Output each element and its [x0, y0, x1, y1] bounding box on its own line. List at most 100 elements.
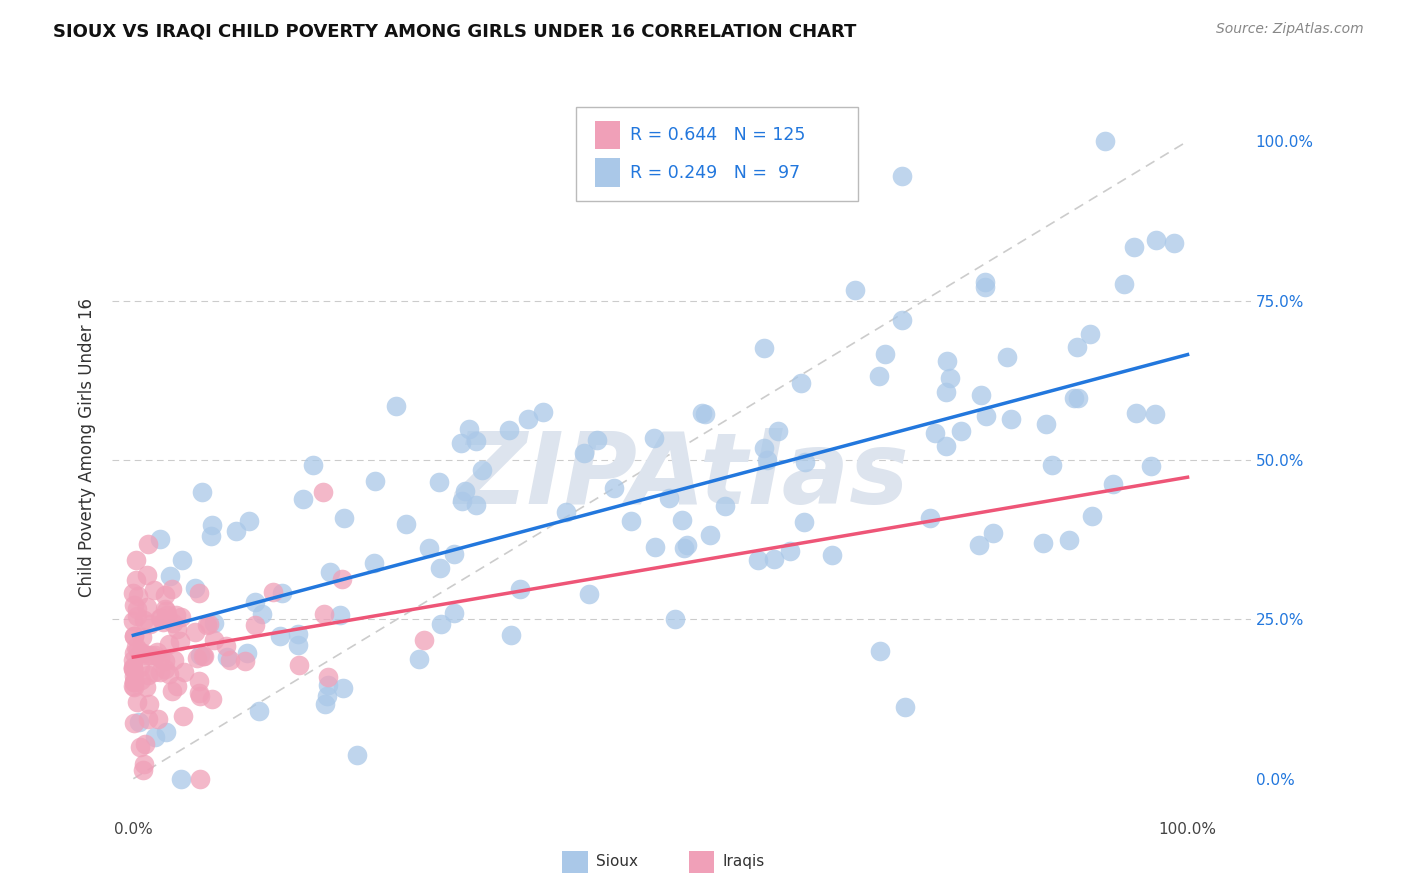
Point [620, 514, 643, 528]
Point [139, 648, 162, 662]
Point [191, 648, 214, 663]
Point [149, 651, 172, 665]
Point [122, 653, 145, 667]
Point [122, 680, 145, 694]
Point [129, 659, 152, 673]
Point [429, 560, 451, 574]
Point [136, 712, 159, 726]
Point [172, 709, 194, 723]
Point [924, 425, 946, 440]
Point [143, 665, 166, 679]
Point [195, 618, 218, 632]
Point [517, 412, 540, 426]
Point [245, 595, 267, 609]
Point [136, 668, 159, 682]
Point [155, 724, 177, 739]
Point [443, 606, 465, 620]
Point [155, 654, 177, 668]
Point [658, 491, 681, 505]
Point [138, 698, 160, 712]
Point [136, 568, 159, 582]
Point [501, 628, 523, 642]
Point [1140, 459, 1163, 474]
Point [162, 615, 184, 630]
Point [454, 484, 477, 499]
Point [869, 644, 891, 658]
Point [131, 630, 153, 644]
Text: R = 0.644   N = 125: R = 0.644 N = 125 [630, 127, 806, 145]
Point [891, 169, 914, 183]
Point [844, 283, 866, 297]
Point [498, 423, 520, 437]
Point [1102, 477, 1125, 491]
Point [219, 653, 242, 667]
Point [918, 511, 941, 525]
Point [981, 526, 1004, 541]
Point [149, 532, 172, 546]
Point [153, 601, 176, 615]
Point [122, 674, 145, 689]
Point [188, 772, 211, 786]
Point [418, 541, 440, 556]
Point [894, 699, 917, 714]
Point [132, 763, 155, 777]
Point [202, 633, 225, 648]
Point [193, 649, 215, 664]
Point [603, 481, 626, 495]
Point [250, 607, 273, 622]
Point [312, 484, 335, 499]
Point [939, 371, 962, 385]
Point [143, 730, 166, 744]
Point [346, 748, 368, 763]
Point [136, 599, 159, 614]
Point [936, 354, 959, 368]
Point [1144, 233, 1167, 247]
Point [135, 648, 157, 662]
Point [163, 653, 186, 667]
Text: Iraqis: Iraqis [723, 855, 765, 869]
Point [262, 585, 284, 599]
Point [152, 615, 174, 629]
Point [408, 652, 430, 666]
Point [1094, 134, 1116, 148]
Point [127, 695, 149, 709]
Point [150, 611, 173, 625]
Point [245, 617, 267, 632]
Point [292, 491, 315, 506]
Point [531, 405, 554, 419]
Point [157, 666, 180, 681]
Point [875, 346, 897, 360]
Point [128, 714, 150, 729]
Point [974, 409, 997, 423]
Point [465, 434, 488, 448]
Point [122, 662, 145, 676]
Point [188, 689, 211, 703]
Point [188, 686, 211, 700]
Point [1032, 536, 1054, 550]
Point [995, 350, 1018, 364]
Point [430, 617, 453, 632]
Point [1066, 340, 1088, 354]
Point [169, 634, 191, 648]
Point [779, 544, 801, 558]
Point [572, 446, 595, 460]
Point [1057, 533, 1080, 548]
Point [136, 537, 159, 551]
Point [153, 588, 176, 602]
Text: ZIPAtlas: ZIPAtlas [454, 428, 908, 525]
Point [868, 368, 890, 383]
Point [363, 556, 385, 570]
Point [157, 637, 180, 651]
Point [155, 662, 177, 676]
Point [319, 565, 342, 579]
Text: Source: ZipAtlas.com: Source: ZipAtlas.com [1216, 22, 1364, 37]
Point [586, 433, 609, 447]
Point [187, 673, 209, 688]
Point [125, 553, 148, 567]
Point [122, 646, 145, 660]
Point [316, 670, 339, 684]
Text: Sioux: Sioux [596, 855, 638, 869]
Point [122, 586, 145, 600]
Point [699, 528, 721, 542]
Point [131, 673, 153, 687]
